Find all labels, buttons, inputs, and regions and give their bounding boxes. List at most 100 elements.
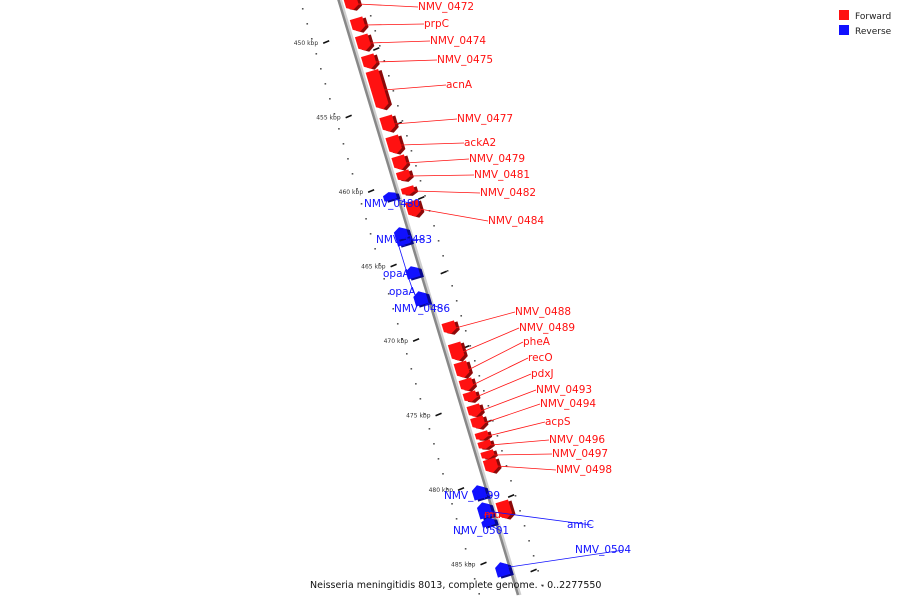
scale-tick bbox=[480, 561, 487, 566]
gene-leader-line bbox=[487, 421, 546, 437]
gene-label[interactable]: opaA bbox=[389, 286, 417, 298]
gene-arrow[interactable] bbox=[400, 184, 419, 198]
gene-arrow[interactable] bbox=[412, 289, 433, 309]
scale-dot bbox=[333, 113, 336, 115]
scale-dot bbox=[301, 8, 304, 10]
scale-dot bbox=[383, 278, 385, 280]
gene-label[interactable]: NMV_0488 bbox=[515, 306, 571, 318]
gene-arrow[interactable] bbox=[382, 189, 401, 203]
gene-arrow-body bbox=[365, 68, 389, 110]
gene-leader-line bbox=[496, 549, 624, 570]
gene-arrow[interactable] bbox=[405, 199, 426, 221]
scale-dot bbox=[496, 435, 499, 437]
scale-dot bbox=[347, 158, 349, 160]
gene-label[interactable]: NMV_0479 bbox=[469, 153, 525, 165]
gene-label[interactable]: NMV_0482 bbox=[480, 187, 536, 199]
scale-dot bbox=[460, 315, 463, 317]
scale-dot bbox=[455, 300, 458, 302]
gene-arrow[interactable] bbox=[395, 168, 415, 184]
gene-label[interactable]: prpC bbox=[424, 18, 449, 30]
scale-dot bbox=[342, 143, 345, 145]
gene-label[interactable]: NMV_0481 bbox=[474, 169, 530, 181]
gene-arrow[interactable] bbox=[480, 448, 498, 462]
scale-dot bbox=[428, 428, 431, 430]
gene-label[interactable]: NMV_0504 bbox=[575, 544, 631, 556]
gene-label[interactable]: pheA bbox=[523, 336, 551, 348]
scale-dot bbox=[483, 390, 485, 392]
gene-arrow[interactable] bbox=[354, 33, 376, 55]
gene-label[interactable]: NMV_0483 bbox=[376, 234, 432, 246]
gene-leader-line bbox=[383, 84, 447, 91]
gene-label[interactable]: acpS bbox=[545, 416, 571, 428]
scale-tick bbox=[367, 189, 375, 193]
gene-arrow[interactable] bbox=[441, 320, 460, 338]
scale-dot bbox=[415, 383, 417, 385]
gene-arrow[interactable] bbox=[482, 457, 503, 477]
gene-arrow-body bbox=[447, 341, 465, 361]
gene-arrow[interactable] bbox=[474, 429, 493, 443]
gene-label[interactable]: NMV_0474 bbox=[430, 35, 486, 47]
gene-label[interactable]: NMV_0484 bbox=[488, 215, 544, 227]
gene-arrow-body bbox=[480, 449, 495, 459]
gene-leader-line bbox=[478, 509, 592, 526]
scale-dot bbox=[514, 495, 517, 497]
gene-arrow[interactable] bbox=[391, 154, 411, 174]
gene-arrow[interactable] bbox=[466, 403, 486, 421]
gene-leader-line bbox=[406, 271, 414, 293]
gene-label[interactable]: NMV_0472 bbox=[418, 1, 474, 13]
scale-dot bbox=[324, 83, 327, 85]
gene-label[interactable]: NMV_0475 bbox=[437, 54, 493, 66]
scale-dot bbox=[478, 593, 480, 595]
gene-arrow[interactable] bbox=[365, 68, 393, 113]
gene-leader-line bbox=[414, 190, 481, 194]
gene-arrow[interactable] bbox=[349, 16, 370, 36]
gene-label[interactable]: opaA bbox=[383, 268, 411, 280]
scale-dot bbox=[388, 75, 390, 77]
gene-label[interactable]: NMV_0477 bbox=[457, 113, 513, 125]
scale-dot bbox=[492, 420, 494, 422]
gene-label[interactable]: NMV_0486 bbox=[394, 303, 450, 315]
gene-label[interactable]: NMV_0494 bbox=[540, 398, 596, 410]
gene-leader-line bbox=[364, 23, 425, 26]
scale-dot bbox=[383, 60, 386, 62]
gene-label[interactable]: NMV_0499 bbox=[444, 490, 500, 502]
gene-label[interactable]: NMV_0489 bbox=[519, 322, 575, 334]
gene-arrow[interactable] bbox=[360, 53, 381, 73]
scale-dot bbox=[473, 360, 476, 362]
gene-arrow[interactable] bbox=[385, 134, 406, 158]
gene-arrow[interactable] bbox=[470, 415, 489, 433]
gene-label[interactable]: pdxJ bbox=[531, 368, 554, 380]
gene-label[interactable]: amiC bbox=[567, 519, 594, 531]
scale-dot bbox=[397, 105, 399, 107]
gene-arrow[interactable] bbox=[405, 264, 424, 282]
gene-leader-line bbox=[409, 174, 475, 177]
gene-arrow-body bbox=[354, 33, 371, 51]
gene-arrow[interactable] bbox=[453, 360, 475, 382]
gene-leader-line bbox=[400, 142, 465, 146]
gene-arrow[interactable] bbox=[458, 377, 478, 395]
gene-arrow[interactable] bbox=[379, 114, 400, 136]
gene-label[interactable]: ackA2 bbox=[464, 137, 496, 149]
gene-label[interactable]: NMV_0497 bbox=[552, 448, 608, 460]
gene-label[interactable]: murI bbox=[484, 509, 508, 521]
gene-label[interactable]: NMV_0493 bbox=[536, 384, 592, 396]
scale-dot bbox=[315, 53, 318, 55]
gene-arrow[interactable] bbox=[447, 341, 469, 365]
gene-label[interactable]: NMV_0480 bbox=[364, 198, 420, 210]
scale-tick bbox=[435, 412, 442, 417]
gene-arrow[interactable] bbox=[481, 515, 499, 529]
gene-leader-line bbox=[419, 208, 489, 222]
gene-arrow[interactable] bbox=[477, 438, 495, 452]
gene-arrow[interactable] bbox=[462, 389, 482, 405]
scale-tick bbox=[322, 40, 330, 44]
gene-label[interactable]: recO bbox=[528, 352, 553, 364]
scale-dot bbox=[396, 323, 399, 325]
scale-dot bbox=[310, 38, 313, 40]
gene-label[interactable]: NMV_0498 bbox=[556, 464, 612, 476]
gene-label[interactable]: NMV_0496 bbox=[549, 434, 605, 446]
gene-label[interactable]: NMV_0501 bbox=[453, 525, 509, 537]
gene-label[interactable]: acnA bbox=[446, 79, 473, 91]
scale-dot bbox=[369, 15, 372, 17]
gene-arrow-body bbox=[413, 291, 429, 307]
gene-arrow[interactable] bbox=[343, 0, 363, 14]
